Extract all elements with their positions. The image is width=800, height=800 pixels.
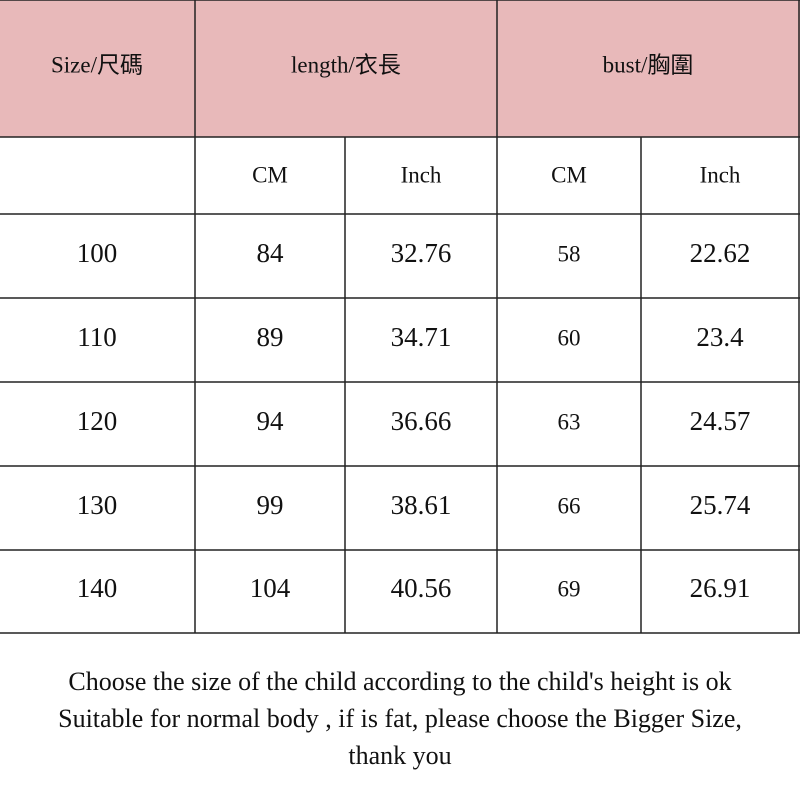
table-body: CM Inch CM Inch 100 84 32.76 58 22.62 110 89 34.71 6… — [77, 162, 751, 603]
unit-label: Inch — [700, 162, 741, 187]
header-background — [0, 0, 800, 137]
value-cell: 66 — [558, 493, 581, 518]
value-cell: 23.4 — [696, 322, 744, 352]
note-line: Choose the size of the child according t… — [68, 667, 731, 696]
header-length: length/衣長 — [291, 52, 401, 77]
value-cell: 38.61 — [391, 490, 452, 520]
value-cell: 104 — [250, 573, 291, 603]
value-cell: 24.57 — [690, 406, 751, 436]
unit-label: CM — [551, 162, 587, 187]
value-cell: 26.91 — [690, 573, 751, 603]
value-cell: 60 — [558, 325, 581, 350]
value-cell: 36.66 — [391, 406, 452, 436]
value-cell: 25.74 — [690, 490, 751, 520]
header-size: Size/尺碼 — [51, 52, 143, 77]
note-line: Suitable for normal body , if is fat, pl… — [58, 704, 742, 733]
value-cell: 94 — [257, 406, 285, 436]
value-cell: 63 — [558, 409, 581, 434]
note-line: thank you — [348, 741, 451, 770]
value-cell: 99 — [257, 490, 284, 520]
size-cell: 110 — [77, 322, 117, 352]
size-cell: 140 — [77, 573, 118, 603]
unit-label: CM — [252, 162, 288, 187]
value-cell: 58 — [558, 241, 581, 266]
table-grid — [0, 0, 800, 634]
value-cell: 32.76 — [391, 238, 452, 268]
size-cell: 120 — [77, 406, 118, 436]
value-cell: 34.71 — [391, 322, 452, 352]
size-cell: 100 — [77, 238, 118, 268]
size-cell: 130 — [77, 490, 118, 520]
value-cell: 89 — [257, 322, 284, 352]
value-cell: 69 — [558, 576, 581, 601]
header-bust: bust/胸圍 — [603, 52, 694, 77]
value-cell: 84 — [257, 238, 285, 268]
unit-label: Inch — [401, 162, 442, 187]
value-cell: 40.56 — [391, 573, 452, 603]
value-cell: 22.62 — [690, 238, 751, 268]
